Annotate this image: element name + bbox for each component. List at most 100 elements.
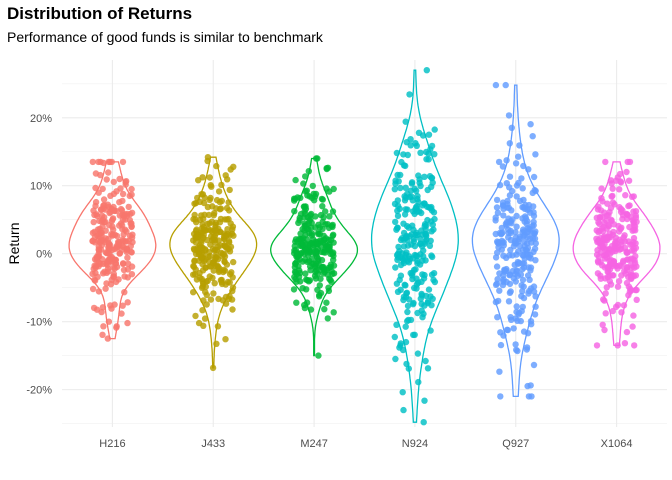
point-N924 [411, 242, 419, 250]
point-J433 [204, 277, 211, 284]
point-Q927 [500, 212, 507, 219]
point-Q927 [512, 229, 519, 236]
point-J433 [206, 249, 213, 256]
point-M247 [305, 226, 312, 233]
point-H216 [123, 246, 130, 254]
point-J433 [209, 274, 216, 282]
point-X1064 [603, 225, 610, 232]
point-M247 [313, 253, 321, 260]
point-J433 [221, 235, 228, 242]
point-J433 [211, 239, 219, 246]
point-H216 [89, 229, 97, 237]
point-H216 [121, 289, 128, 296]
point-Q927 [512, 278, 519, 285]
point-N924 [422, 238, 429, 245]
point-Q927 [520, 294, 528, 302]
point-J433 [225, 207, 233, 214]
point-X1064 [609, 272, 616, 279]
point-M247 [321, 240, 329, 247]
point-H216 [96, 225, 104, 233]
point-H216 [104, 335, 112, 342]
point-J433 [195, 319, 203, 327]
point-H216 [119, 260, 127, 267]
jitter-points [89, 67, 640, 426]
point-H216 [116, 175, 123, 183]
point-N924 [405, 365, 412, 372]
point-Q927 [499, 272, 507, 279]
point-M247 [308, 194, 316, 202]
point-X1064 [623, 249, 631, 257]
point-N924 [428, 207, 436, 214]
point-J433 [199, 260, 206, 268]
point-N924 [400, 406, 407, 414]
point-Q927 [510, 325, 517, 332]
point-X1064 [630, 235, 638, 242]
point-J433 [217, 215, 225, 223]
point-Q927 [512, 315, 519, 322]
point-N924 [421, 200, 428, 207]
violin-Q927 [471, 84, 560, 398]
point-M247 [297, 194, 304, 202]
point-Q927 [494, 209, 502, 216]
point-N924 [423, 148, 430, 156]
x-axis-ticks: H216 J433 M247 N924 Q927 X1064 [99, 438, 632, 450]
point-Q927 [520, 162, 527, 170]
point-N924 [392, 218, 399, 226]
point-H216 [104, 201, 112, 208]
point-X1064 [632, 240, 639, 247]
point-J433 [230, 232, 237, 239]
point-H216 [121, 273, 128, 280]
point-Q927 [512, 341, 519, 348]
point-J433 [198, 239, 205, 246]
point-X1064 [619, 215, 626, 223]
point-H216 [99, 270, 107, 277]
point-X1064 [620, 257, 627, 264]
point-N924 [391, 333, 398, 341]
point-H216 [89, 237, 96, 245]
point-N924 [394, 197, 401, 204]
point-M247 [313, 267, 320, 274]
point-X1064 [604, 200, 611, 207]
point-N924 [407, 136, 414, 143]
point-M247 [327, 276, 334, 284]
point-M247 [292, 236, 300, 243]
point-N924 [414, 309, 421, 317]
point-Q927 [516, 235, 523, 242]
point-N924 [401, 193, 408, 200]
point-N924 [429, 295, 436, 302]
point-H216 [105, 158, 112, 166]
point-N924 [402, 323, 409, 330]
point-H216 [105, 169, 112, 176]
point-J433 [203, 236, 211, 244]
y-tick-label: 20% [30, 113, 52, 125]
point-Q927 [513, 212, 520, 220]
point-H216 [107, 208, 114, 216]
point-Q927 [513, 346, 520, 354]
point-X1064 [598, 225, 606, 232]
point-X1064 [633, 296, 640, 303]
point-Q927 [503, 278, 510, 286]
point-H216 [97, 206, 105, 213]
point-Q927 [531, 186, 538, 194]
point-N924 [408, 179, 416, 186]
point-N924 [416, 240, 424, 248]
point-Q927 [508, 124, 515, 131]
point-H216 [124, 299, 131, 306]
point-J433 [216, 228, 224, 236]
grid-lines [62, 60, 667, 427]
point-Q927 [494, 276, 501, 283]
point-H216 [98, 237, 105, 244]
point-N924 [411, 284, 418, 292]
point-Q927 [503, 180, 510, 187]
point-N924 [414, 350, 422, 357]
x-tick-label: H216 [99, 438, 125, 450]
point-X1064 [616, 186, 623, 193]
point-M247 [293, 299, 300, 306]
point-N924 [420, 310, 427, 318]
point-N924 [428, 252, 435, 259]
point-X1064 [624, 158, 631, 166]
point-J433 [229, 287, 236, 295]
point-X1064 [600, 296, 607, 303]
point-Q927 [492, 281, 500, 288]
point-J433 [226, 271, 234, 278]
